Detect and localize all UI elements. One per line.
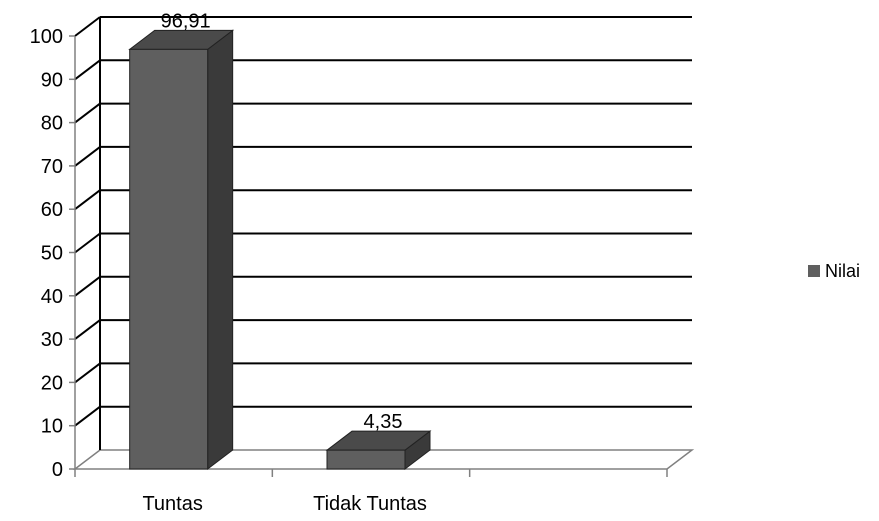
gridline-diagonal (74, 362, 101, 384)
legend: Nilai (808, 261, 860, 281)
bar (129, 48, 209, 470)
x-tick-label: Tidak Tuntas (313, 493, 427, 515)
y-tick-label: 50 (41, 243, 63, 265)
gridline-diagonal (74, 59, 101, 81)
data-labels: 96,91 4,35 (161, 10, 403, 433)
gridline-diagonal (74, 146, 101, 167)
bars (128, 29, 432, 471)
gridline-diagonal (74, 16, 101, 37)
y-tick-label: 20 (41, 372, 63, 394)
bar-side (207, 29, 234, 471)
x-tick-label: Tuntas (142, 493, 202, 515)
y-tick-label: 40 (41, 286, 63, 308)
data-label: 96,91 (161, 10, 211, 32)
data-label: 4,35 (364, 411, 403, 433)
y-tick-label: 10 (41, 416, 63, 438)
gridline-diagonal (74, 319, 101, 340)
gridline-diagonal (74, 405, 101, 427)
axes (69, 17, 695, 477)
gridline-diagonal (74, 276, 101, 297)
bar (326, 449, 406, 470)
y-tick-label: 60 (41, 199, 63, 221)
legend-label: Nilai (825, 261, 860, 281)
y-tick-label: 80 (41, 113, 63, 135)
y-tick-label: 30 (41, 329, 63, 351)
y-tick-label: 0 (52, 459, 63, 481)
y-tick-label: 90 (41, 69, 63, 91)
y-tick-label: 70 (41, 156, 63, 178)
gridline-diagonal (74, 232, 101, 254)
y-tick-labels: 0 10 20 30 40 50 60 70 80 90 100 (30, 26, 63, 481)
y-tick-label: 100 (30, 26, 63, 48)
gridline-diagonal (74, 189, 101, 210)
legend-swatch (808, 265, 820, 277)
x-tick-labels: Tuntas Tidak Tuntas (142, 493, 426, 515)
gridline-diagonal (74, 102, 101, 124)
